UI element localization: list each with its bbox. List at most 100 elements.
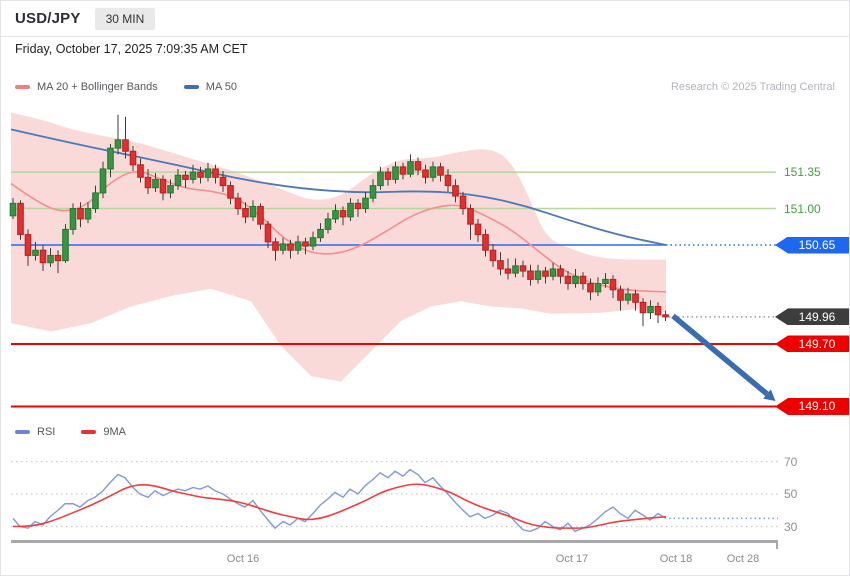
candle-body <box>399 166 407 175</box>
candle-body <box>347 202 354 218</box>
candle-body <box>639 301 647 314</box>
candle-body <box>9 202 17 217</box>
x-axis-label: Oct 17 <box>555 553 589 565</box>
candle-body <box>414 161 422 171</box>
candle-body <box>302 241 309 247</box>
candle-body <box>122 139 129 152</box>
candle-body <box>317 228 324 239</box>
candle-body <box>459 195 467 210</box>
price-badge-last: 149.96 <box>775 308 849 326</box>
candle-body <box>474 223 482 236</box>
forecast-arrow-head <box>763 389 776 401</box>
candle-body <box>579 275 587 285</box>
candle-body <box>527 270 534 280</box>
candle-body <box>69 208 77 230</box>
price-level-label: 151.35 <box>784 165 821 180</box>
candle-body <box>182 174 189 180</box>
candle-body <box>144 176 152 189</box>
candle-body <box>407 161 414 175</box>
candle-body <box>489 249 497 262</box>
candle-body <box>482 234 489 251</box>
symbol-title: USD/JPY <box>15 10 81 27</box>
candle-body <box>324 218 332 230</box>
candle-body <box>594 283 602 293</box>
legend-item-rsi: RSI <box>15 426 55 438</box>
candle-body <box>287 243 294 251</box>
candle-body <box>564 275 572 285</box>
price-badge-support: 149.70 <box>775 335 849 353</box>
main-chart-legend: MA 20 + Bollinger Bands MA 50 <box>15 81 237 93</box>
time-axis-end-tick <box>776 540 778 549</box>
candle-body <box>549 268 557 277</box>
timeframe-badge: 30 MIN <box>94 7 156 30</box>
price-chart-canvas[interactable] <box>1 97 850 429</box>
candle-body <box>437 166 444 176</box>
candle-body <box>167 185 174 194</box>
legend-item-ma20-bollinger: MA 20 + Bollinger Bands <box>15 81 158 93</box>
candle-body <box>467 208 474 225</box>
candle-body <box>377 171 384 187</box>
candle-body <box>369 185 377 199</box>
candle-body <box>392 166 399 180</box>
rsi-9ma-line <box>12 483 667 529</box>
candle-body <box>137 164 144 178</box>
rsi-tick-label: 70 <box>784 454 798 469</box>
candle-body <box>624 293 632 301</box>
forecast-arrow-shaft <box>671 313 769 397</box>
candle-body <box>294 241 302 251</box>
nine-ma-swatch <box>81 430 97 434</box>
rsi-swatch <box>15 430 30 434</box>
price-badge-pivot: 150.65 <box>775 236 849 254</box>
time-axis-bar[interactable] <box>11 540 778 543</box>
candle-body <box>587 283 594 293</box>
candle-body <box>77 208 84 220</box>
candle-body <box>107 147 114 170</box>
legend-label: MA 50 <box>205 81 237 93</box>
rsi-chart-canvas[interactable] <box>1 441 850 541</box>
candle-body <box>557 268 564 277</box>
research-attribution: Research © 2025 Trading Central <box>670 81 835 93</box>
x-axis-label: Oct 18 <box>659 553 693 565</box>
candle-body <box>519 265 527 272</box>
candle-body <box>264 223 272 243</box>
x-axis-label: Oct 28 <box>726 553 760 565</box>
candle-body <box>54 254 62 262</box>
candle-body <box>197 171 204 178</box>
legend-item-ma50: MA 50 <box>183 81 237 93</box>
candle-body <box>384 171 392 180</box>
candle-body <box>152 178 159 189</box>
candle-body <box>452 185 459 197</box>
candle-body <box>47 254 54 264</box>
candle-body <box>204 168 212 178</box>
candle-body <box>512 265 519 274</box>
rsi-tick-label: 30 <box>784 519 798 534</box>
candle-body <box>422 169 429 178</box>
candle-body <box>279 243 287 251</box>
candle-body <box>159 178 167 194</box>
candle-body <box>272 241 279 251</box>
candle-body <box>189 171 197 180</box>
candle-body <box>257 205 264 225</box>
candle-body <box>174 174 182 187</box>
candle-body <box>24 234 32 256</box>
candle-body <box>129 150 137 166</box>
candle-body <box>444 174 452 187</box>
candle-body <box>114 139 122 149</box>
rsi-line <box>12 468 667 533</box>
candle-body <box>84 208 92 220</box>
legend-label: MA 20 + Bollinger Bands <box>37 81 158 93</box>
legend-label: 9MA <box>103 426 126 438</box>
candle-body <box>362 197 369 210</box>
candle-body <box>654 305 662 316</box>
candle-body <box>572 275 579 285</box>
candle-body <box>242 208 249 218</box>
ma50-swatch <box>183 85 199 89</box>
price-level-label: 151.00 <box>784 201 821 216</box>
x-axis-label: Oct 16 <box>226 553 260 565</box>
legend-label: RSI <box>37 426 56 438</box>
candle-body <box>309 237 317 247</box>
rsi-legend: RSI 9MA <box>15 426 126 438</box>
price-badge-support: 149.10 <box>775 397 849 415</box>
ma20-bollinger-swatch <box>15 85 30 89</box>
